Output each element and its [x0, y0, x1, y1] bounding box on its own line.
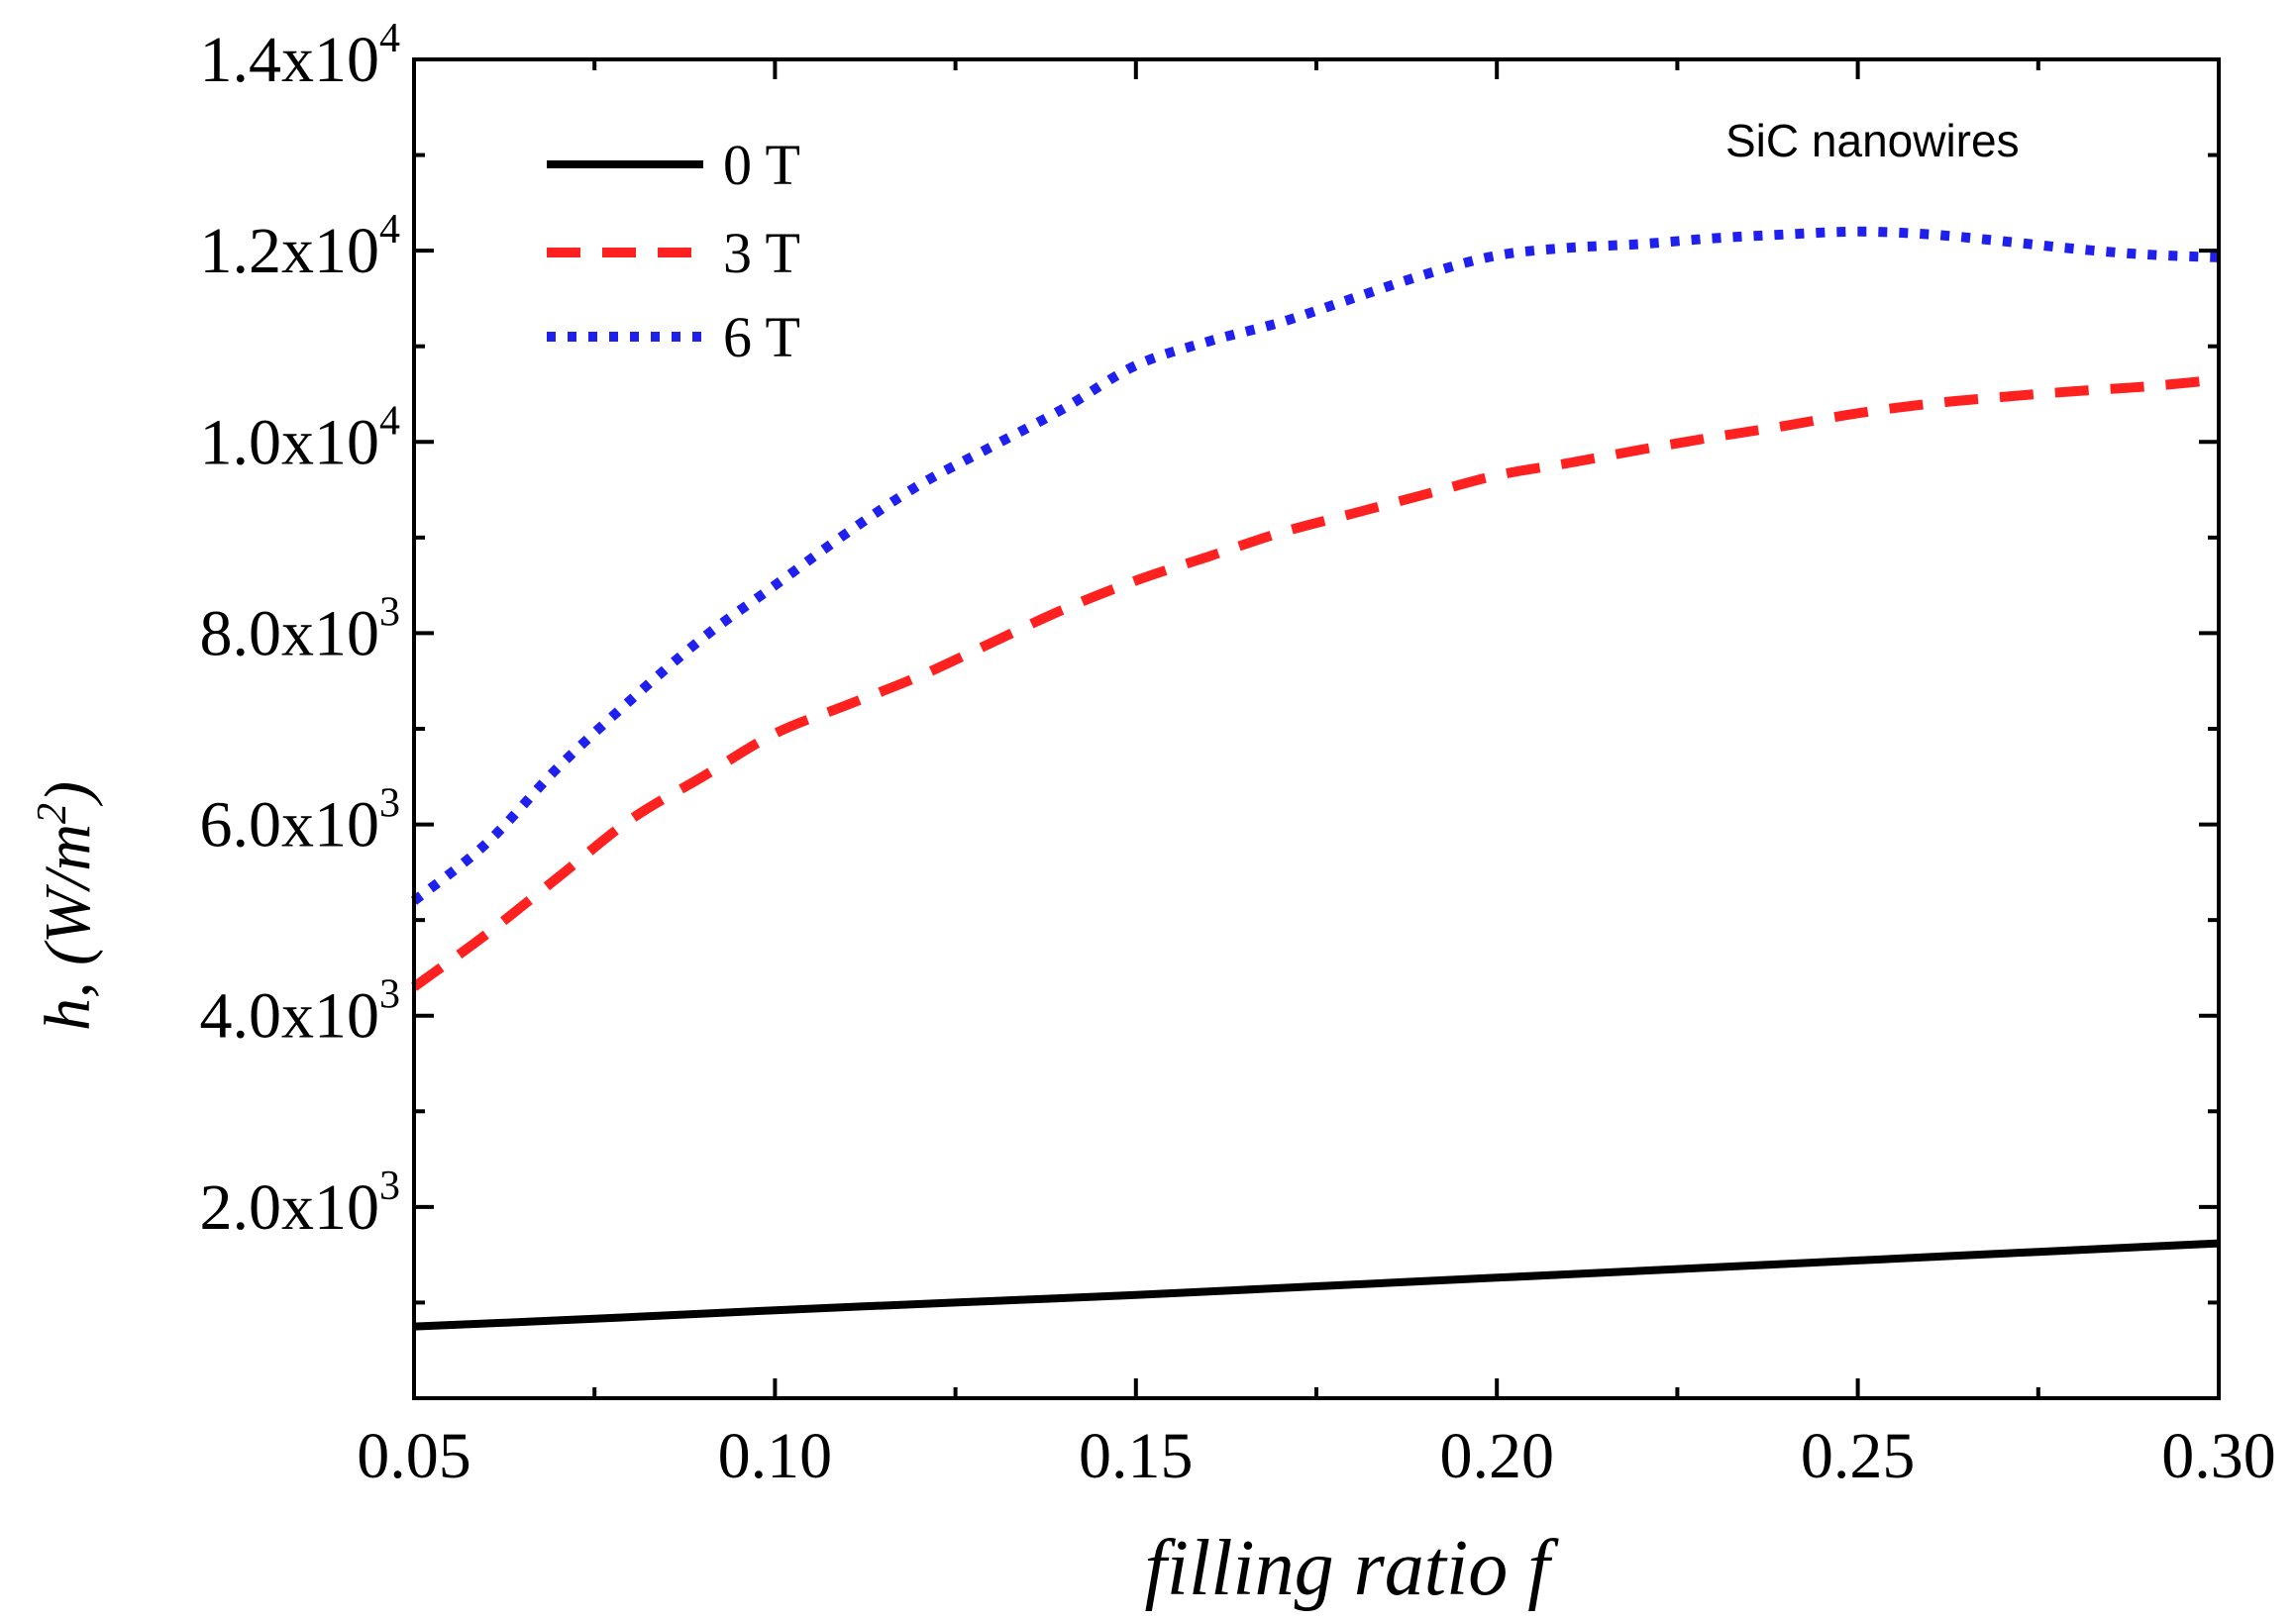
- y-tick-exponent: 3: [379, 972, 400, 1018]
- y-tick-label: 6.0x103: [200, 781, 401, 861]
- y-tick-label: 1.0x104: [200, 398, 401, 478]
- y-tick-label: 8.0x103: [200, 589, 401, 669]
- axis-ticks: [412, 57, 2221, 1398]
- y-tick-label: 1.4x104: [200, 16, 401, 96]
- plot-area: [410, 226, 2220, 1331]
- y-tick-mantissa: 1.0x10: [200, 406, 380, 478]
- y-axis-title-end: ): [32, 781, 104, 807]
- legend-label-3T: 3 T: [723, 221, 800, 285]
- y-tick-mantissa: 2.0x10: [200, 1171, 380, 1244]
- y-axis-title-main: h, (W/m: [32, 824, 104, 1031]
- x-tick-label: 0.15: [1079, 1420, 1194, 1492]
- x-tick-label: 0.05: [357, 1420, 471, 1492]
- y-tick-mantissa: 6.0x10: [200, 789, 380, 861]
- x-tick-labels: 0.05 0.10 0.15 0.20 0.25 0.30: [357, 1420, 2276, 1492]
- x-axis-title: filling ratio f: [1145, 1525, 1560, 1612]
- y-tick-mantissa: 8.0x10: [200, 597, 380, 669]
- x-tick-label: 0.10: [718, 1420, 833, 1492]
- y-tick-exponent: 3: [379, 589, 400, 635]
- y-tick-mantissa: 1.4x10: [200, 24, 380, 96]
- y-tick-exponent: 3: [379, 1164, 400, 1209]
- y-tick-exponent: 3: [379, 781, 400, 827]
- y-axis-title: h, (W/m2): [30, 781, 104, 1031]
- series-line-3T: [411, 374, 2220, 991]
- legend-label-6T: 6 T: [723, 305, 800, 369]
- y-tick-labels: 2.0x1034.0x1036.0x1038.0x1031.0x1041.2x1…: [200, 16, 401, 1244]
- y-tick-exponent: 4: [379, 16, 400, 61]
- y-tick-label: 2.0x103: [200, 1164, 401, 1244]
- x-tick-label: 0.20: [1439, 1420, 1554, 1492]
- y-axis-title-sup: 2: [30, 803, 75, 824]
- y-tick-mantissa: 4.0x10: [200, 980, 380, 1053]
- y-tick-mantissa: 1.2x10: [200, 215, 380, 287]
- y-tick-label: 1.2x104: [200, 207, 401, 287]
- chart-annotation: SiC nanowires: [1725, 115, 2020, 166]
- y-tick-exponent: 4: [379, 207, 400, 253]
- legend-label-0T: 0 T: [723, 133, 800, 197]
- x-tick-label: 0.30: [2161, 1420, 2276, 1492]
- y-tick-exponent: 4: [379, 398, 400, 444]
- x-tick-label: 0.25: [1801, 1420, 1916, 1492]
- y-tick-label: 4.0x103: [200, 972, 401, 1053]
- legend: 0 T 3 T 6 T: [547, 133, 800, 369]
- series-line-0T: [413, 1239, 2220, 1331]
